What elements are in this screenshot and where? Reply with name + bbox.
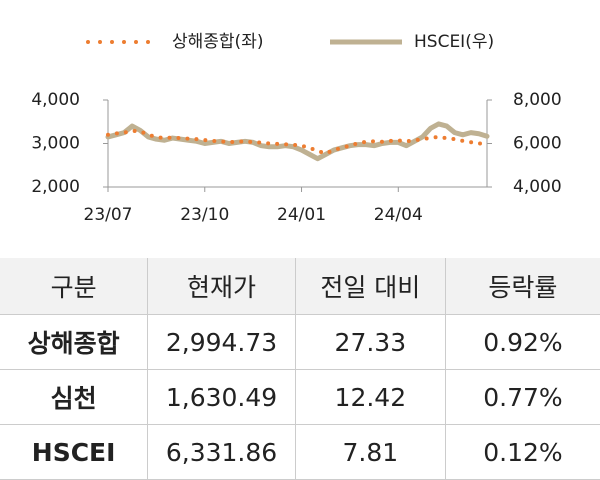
header-cell: 현재가 xyxy=(147,258,296,315)
x-tick-label: 24/04 xyxy=(374,205,423,225)
series-line xyxy=(105,121,490,162)
y-tick-label: 4,000 xyxy=(31,90,80,110)
table-cell: 12.42 xyxy=(294,369,446,425)
table-cell: HSCEI xyxy=(0,424,148,480)
header-cell: 전일 대비 xyxy=(294,258,446,315)
legend-label: HSCEI(우) xyxy=(414,32,494,52)
table-cell: 7.81 xyxy=(294,424,446,480)
table-cell: 상해종합 xyxy=(0,314,148,370)
y-tick-label: 2,000 xyxy=(31,177,80,197)
legend-label: 상해종합(좌) xyxy=(172,32,263,52)
table-row: 심천 1,630.49 12.42 0.77% xyxy=(0,369,600,425)
table-cell: 심천 xyxy=(0,369,148,425)
y2-tick-label: 8,000 xyxy=(513,90,562,110)
table-cell: 0.12% xyxy=(444,424,600,480)
y2-tick-label: 4,000 xyxy=(513,177,562,197)
table-row: 구분 현재가 전일 대비 등락률 xyxy=(0,258,600,315)
table-row: 상해종합 2,994.73 27.33 0.92% xyxy=(0,314,600,370)
header-cell: 등락률 xyxy=(444,258,600,315)
table-cell: 0.77% xyxy=(444,369,600,425)
table-row: HSCEI 6,331.86 7.81 0.12% xyxy=(0,424,600,480)
header-cell: 구분 xyxy=(0,258,148,315)
chart: 2,000 3,000 4,000 4,000 6,000 8,000 23/07 23/10… xyxy=(31,32,562,225)
x-tick-label: 24/01 xyxy=(277,205,326,225)
y-tick-label: 3,000 xyxy=(31,134,80,154)
table-cell: 0.92% xyxy=(444,314,600,370)
table-cell: 27.33 xyxy=(294,314,446,370)
y2-tick-label: 6,000 xyxy=(513,134,562,154)
x-tick-label: 23/10 xyxy=(180,205,229,225)
table-cell: 6,331.86 xyxy=(147,424,296,480)
x-tick-label: 23/07 xyxy=(84,205,133,225)
table: 구분 현재가 전일 대비 등락률 상해종합 2,994.73 27.33 0.92% 심천 1,6… xyxy=(0,258,600,480)
table-cell: 2,994.73 xyxy=(147,314,296,370)
table-cell: 1,630.49 xyxy=(147,369,296,425)
series-line xyxy=(106,128,489,156)
